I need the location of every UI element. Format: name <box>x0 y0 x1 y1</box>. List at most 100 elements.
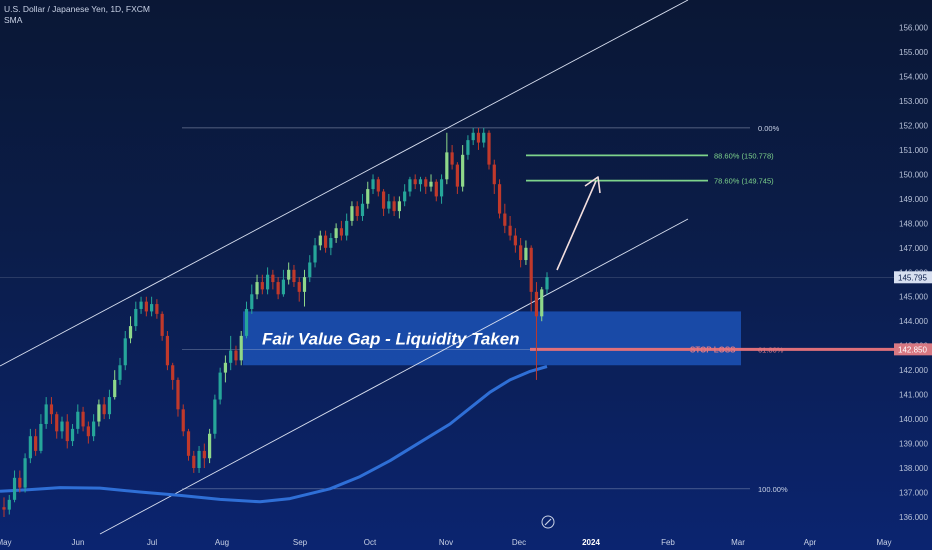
candle[interactable] <box>540 286 544 322</box>
candle[interactable] <box>461 145 465 192</box>
candle[interactable] <box>70 423 75 447</box>
candle[interactable] <box>244 301 249 339</box>
candle[interactable] <box>202 443 206 469</box>
candle[interactable] <box>39 414 43 454</box>
candle[interactable] <box>76 404 80 434</box>
channel-lower-line[interactable] <box>99 218 689 535</box>
candle[interactable] <box>271 269 275 290</box>
candle[interactable] <box>439 174 444 204</box>
candle[interactable] <box>313 238 317 268</box>
candle[interactable] <box>128 316 133 344</box>
candle[interactable] <box>445 132 449 185</box>
candle[interactable] <box>281 269 286 297</box>
candle[interactable] <box>471 127 475 146</box>
candle[interactable] <box>519 238 523 268</box>
candle[interactable] <box>429 174 433 192</box>
candle[interactable] <box>529 245 533 312</box>
candle[interactable] <box>229 335 233 371</box>
candle[interactable] <box>34 428 38 456</box>
candle[interactable] <box>497 179 502 219</box>
candle[interactable] <box>403 184 407 207</box>
candle[interactable] <box>2 497 6 517</box>
candle[interactable] <box>123 330 127 371</box>
candle[interactable] <box>297 277 301 302</box>
candle[interactable] <box>97 399 101 427</box>
candle[interactable] <box>513 228 517 253</box>
candle[interactable] <box>44 397 48 429</box>
candle[interactable] <box>292 264 296 287</box>
candle[interactable] <box>487 130 491 170</box>
candle[interactable] <box>466 135 470 160</box>
candle[interactable] <box>482 127 486 148</box>
candle[interactable] <box>397 196 401 219</box>
candle[interactable] <box>376 176 380 197</box>
candle[interactable] <box>218 367 222 405</box>
candle[interactable] <box>302 269 307 307</box>
candle[interactable] <box>92 414 96 442</box>
candle[interactable] <box>339 220 343 241</box>
candle[interactable] <box>524 240 528 265</box>
candle[interactable] <box>345 213 349 241</box>
candle[interactable] <box>239 330 243 366</box>
candle[interactable] <box>60 416 64 439</box>
candle[interactable] <box>250 284 254 314</box>
candle[interactable] <box>223 355 228 383</box>
candle[interactable] <box>139 296 143 314</box>
candle[interactable] <box>102 397 106 420</box>
candle[interactable] <box>287 262 291 285</box>
candle[interactable] <box>155 299 159 319</box>
candle[interactable] <box>534 282 539 380</box>
candle[interactable] <box>55 411 59 439</box>
candle[interactable] <box>308 255 312 283</box>
candle[interactable] <box>323 230 328 253</box>
candle[interactable] <box>7 494 11 515</box>
candle[interactable] <box>192 450 196 473</box>
candle[interactable] <box>381 189 386 216</box>
candle[interactable] <box>165 330 170 371</box>
candle[interactable] <box>234 345 238 366</box>
candle[interactable] <box>387 193 391 214</box>
candle[interactable] <box>360 193 365 221</box>
candle[interactable] <box>12 470 17 503</box>
candle[interactable] <box>65 414 69 449</box>
candle[interactable] <box>107 389 112 420</box>
candle[interactable] <box>545 272 549 295</box>
candle[interactable] <box>49 397 54 424</box>
candle[interactable] <box>113 370 117 400</box>
candle[interactable] <box>434 179 438 202</box>
candle[interactable] <box>186 428 191 461</box>
candle[interactable] <box>144 296 148 317</box>
candle[interactable] <box>171 362 175 390</box>
candle[interactable] <box>134 301 138 331</box>
channel-upper-line[interactable] <box>0 0 689 367</box>
candle[interactable] <box>81 406 85 432</box>
candle[interactable] <box>276 277 280 300</box>
candle[interactable] <box>28 428 32 464</box>
candle[interactable] <box>455 162 459 194</box>
fvg-box[interactable] <box>243 311 741 366</box>
candle[interactable] <box>450 145 454 170</box>
candle[interactable] <box>176 377 180 417</box>
candle[interactable] <box>329 233 333 256</box>
candle[interactable] <box>260 274 264 295</box>
candle[interactable] <box>23 453 27 493</box>
candle[interactable] <box>492 159 496 194</box>
candle[interactable] <box>413 174 417 190</box>
sma-line[interactable] <box>0 365 548 504</box>
candle[interactable] <box>418 176 423 192</box>
indicator-label[interactable]: SMA <box>4 15 23 25</box>
candle[interactable] <box>508 215 512 241</box>
candle[interactable] <box>318 230 322 251</box>
candle[interactable] <box>197 446 201 473</box>
target-arrow[interactable] <box>556 180 597 271</box>
candle[interactable] <box>366 181 370 209</box>
candle[interactable] <box>150 296 154 317</box>
candle[interactable] <box>408 176 412 197</box>
candle[interactable] <box>350 201 354 226</box>
candle[interactable] <box>181 404 185 437</box>
stop-loss-label[interactable]: STOP LOSS <box>690 345 736 354</box>
candle[interactable] <box>18 470 22 493</box>
candle[interactable] <box>160 311 164 341</box>
settings-icon[interactable] <box>541 515 555 529</box>
